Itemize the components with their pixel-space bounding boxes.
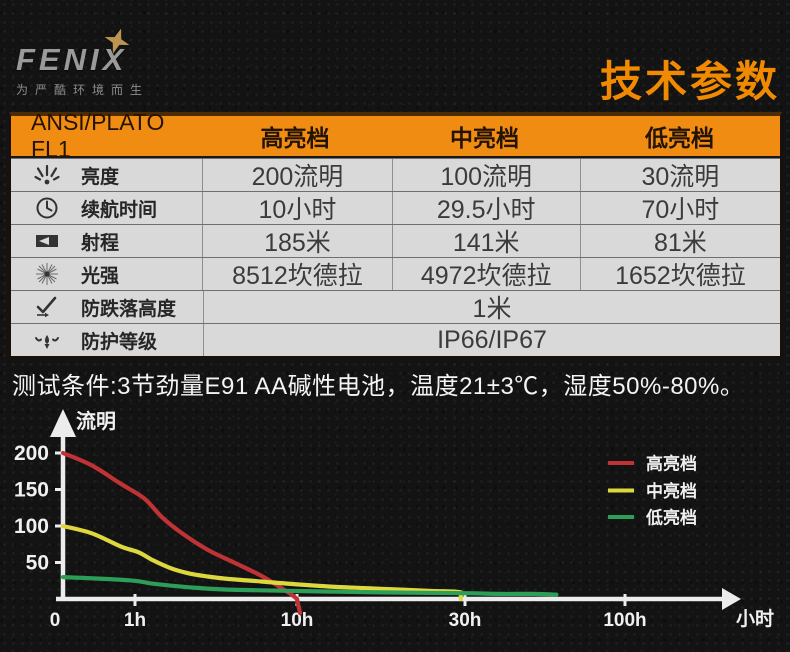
drop-resistance-icon [33, 294, 61, 320]
value-cell-merged: 1米 [203, 291, 780, 323]
x-axis-title: 小时 [736, 608, 774, 630]
y-axis-arrow-icon [50, 409, 76, 437]
y-tick-label: 150 [14, 479, 49, 502]
legend-label: 低亮档 [645, 508, 697, 528]
value-cell: 29.5小时 [391, 192, 580, 224]
x-tick-label: 100h [603, 610, 646, 631]
row-label-cell: 防跌落高度 [11, 291, 203, 323]
value-cell: 8512坎德拉 [202, 258, 392, 290]
brand-name: FENIX [16, 42, 128, 77]
runtime-chart: 200 150 100 50 0 1h 10h 30h 100h 流明小时 高亮档中亮档低亮档 [0, 400, 790, 652]
x-tick-label: 10h [281, 610, 314, 631]
y-axis-title: 流明 [76, 409, 116, 433]
y-tick-label: 100 [14, 515, 49, 538]
series-line-低亮档 [60, 575, 559, 597]
spec-table: ANSI/PLATO FL1 高亮档 中亮档 低亮档 亮度 200流明 100流明 30流明… [9, 109, 782, 358]
series-line-中亮档 [60, 523, 463, 602]
column-header: ANSI/PLATO FL1 [31, 109, 165, 162]
star-icon [104, 28, 130, 54]
x-tick-label: 0 [50, 610, 61, 631]
row-label: 防跌落高度 [81, 298, 177, 320]
brand-logo: FENIX 为严酷环境而生 [16, 28, 150, 98]
spec-table-body: 亮度 200流明 100流明 30流明续航时间 10小时 29.5小时 70小时射程 185米… [11, 159, 780, 356]
row-label: 亮度 [81, 166, 120, 188]
value-cell: 1652坎德拉 [579, 258, 780, 290]
column-header: 中亮档 [450, 125, 519, 151]
test-conditions-note: 测试条件:3节劲量E91 AA碱性电池，温度21±3℃，湿度50%-80%。 [12, 373, 745, 400]
brightness-icon [33, 162, 61, 188]
value-cell: 185米 [202, 225, 392, 257]
legend-label: 中亮档 [646, 481, 697, 501]
value-cell: 141米 [391, 225, 580, 257]
row-label-cell: 亮度 [11, 159, 203, 191]
row-label-cell: 射程 [11, 225, 203, 257]
x-tick-label: 1h [124, 610, 146, 631]
value-cell: 100流明 [391, 159, 580, 191]
value-cell: 81米 [579, 225, 780, 257]
value-cell: 10小时 [202, 192, 392, 224]
table-row: 光强 8512坎德拉 4972坎德拉 1652坎德拉 [11, 258, 780, 290]
column-header: 高亮档 [260, 125, 330, 151]
intensity-icon [33, 261, 61, 287]
table-row: 防护等级 IP66/IP67 [11, 324, 780, 356]
row-label-cell: 光强 [11, 258, 203, 290]
value-cell: 30流明 [579, 159, 780, 191]
brand-slogan: 为严酷环境而生 [16, 83, 150, 97]
beam-distance-icon [33, 228, 61, 254]
spec-table-header: ANSI/PLATO FL1 高亮档 中亮档 低亮档 [11, 109, 780, 162]
column-header: 低亮档 [645, 125, 714, 151]
row-label: 射程 [81, 232, 120, 254]
table-row: 续航时间 10小时 29.5小时 70小时 [11, 192, 780, 224]
value-cell: 70小时 [579, 192, 780, 224]
series-line-高亮档 [60, 450, 303, 616]
row-label: 光强 [81, 265, 120, 287]
value-cell: 4972坎德拉 [391, 258, 580, 290]
row-label: 续航时间 [81, 199, 158, 221]
x-tick-label: 30h [449, 610, 482, 631]
table-row: 射程 185米 141米 81米 [11, 225, 780, 257]
table-row: 防跌落高度 1米 [11, 291, 780, 323]
y-tick-label: 200 [14, 442, 49, 465]
legend-label: 高亮档 [646, 454, 697, 474]
page-title: 技术参数 [599, 58, 780, 105]
table-row: 亮度 200流明 100流明 30流明 [11, 159, 780, 191]
x-axis-arrow-icon [722, 588, 741, 610]
value-cell: 200流明 [202, 159, 392, 191]
row-label-cell: 续航时间 [11, 192, 203, 224]
value-cell-merged: IP66/IP67 [203, 324, 780, 356]
row-label: 防护等级 [81, 331, 158, 353]
protection-icon [33, 327, 61, 353]
y-tick-label: 50 [26, 552, 49, 575]
row-label-cell: 防护等级 [11, 324, 203, 356]
clock-icon [33, 195, 61, 221]
